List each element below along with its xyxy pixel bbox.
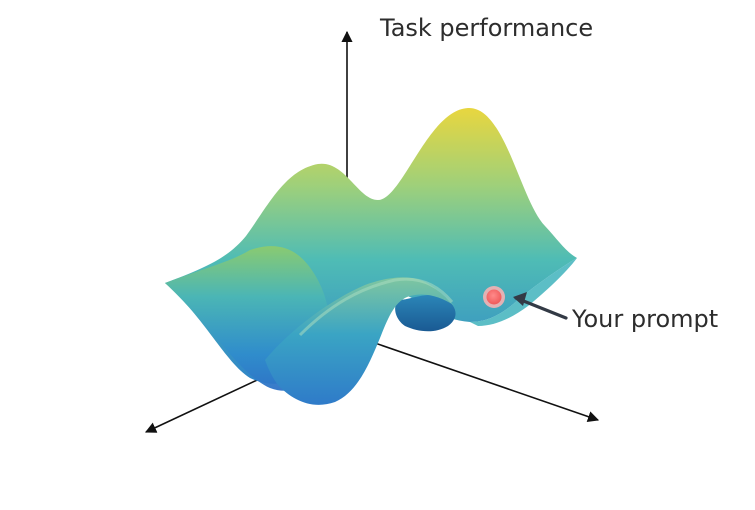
marker-dot (486, 289, 502, 305)
prompt-marker[interactable] (483, 286, 505, 308)
surface-right-edge (470, 258, 577, 326)
annotation-label-your-prompt: Your prompt (571, 305, 718, 333)
surface-front-ridge (265, 277, 455, 405)
ridge-highlight (298, 277, 454, 337)
annotation-arrow (513, 292, 568, 320)
surface-trough (395, 294, 456, 332)
performance-surface (165, 107, 577, 405)
right-axis (371, 341, 600, 423)
axis-label-task-performance: Task performance (379, 14, 593, 42)
